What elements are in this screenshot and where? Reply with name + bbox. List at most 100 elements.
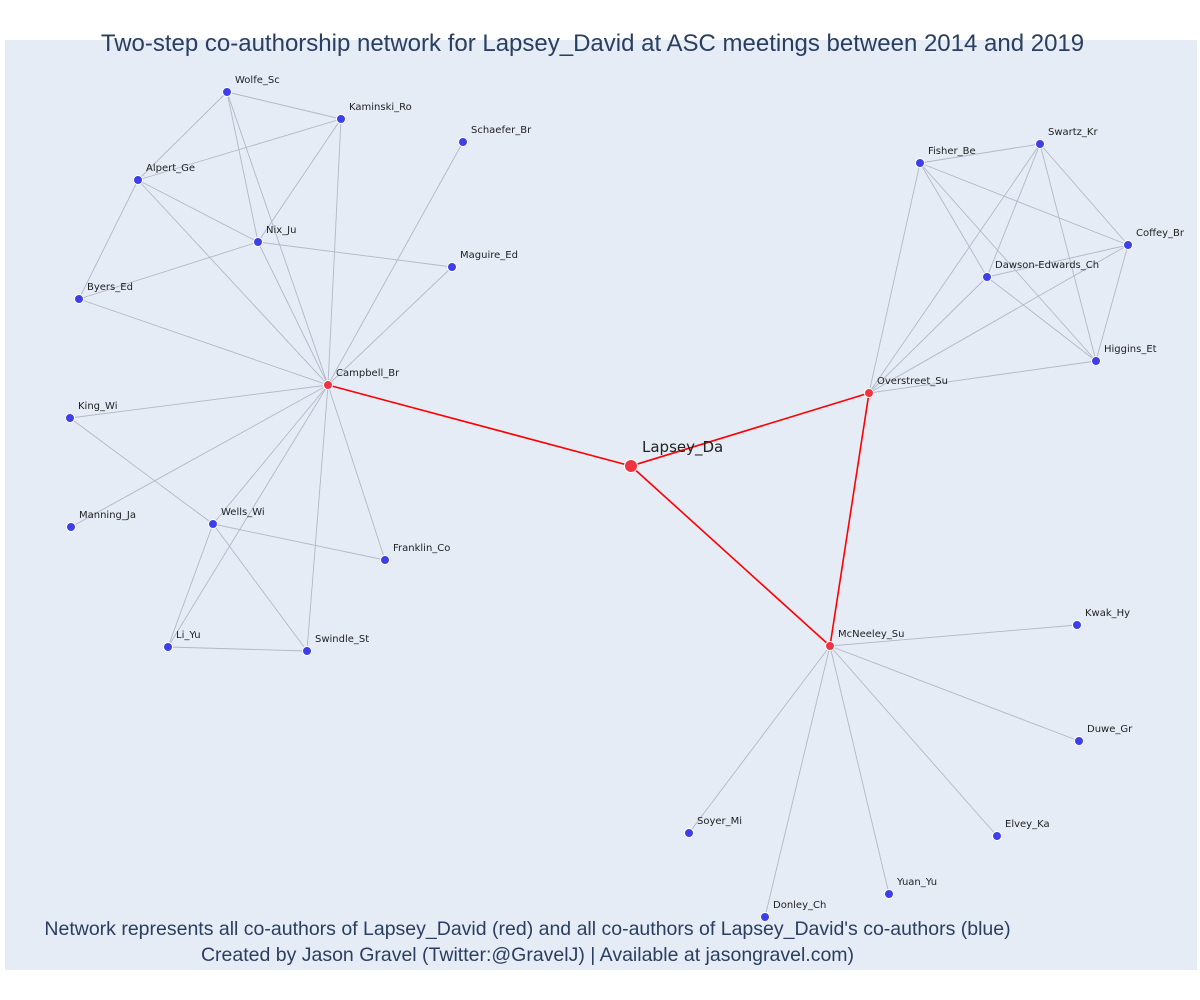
node-label-Manning_Ja: Manning_Ja [79,510,136,521]
node-Elvey_Ka[interactable] [992,831,1002,841]
node-label-Higgins_Et: Higgins_Et [1104,344,1157,355]
edge-Lapsey_Da-McNeeley_Su [630,465,831,647]
edge-Fisher_Be-Higgins_Et [919,162,1097,362]
edge-Dawson-Edwards_Ch-Higgins_Et [986,276,1097,362]
node-label-Kwak_Hy: Kwak_Hy [1085,608,1130,619]
node-label-King_Wi: King_Wi [78,401,117,412]
nodes-layer [65,87,1133,922]
edge-Coffey_Br-Dawson-Edwards_Ch [986,244,1129,278]
node-label-Wells_Wi: Wells_Wi [221,507,265,518]
edge-Swartz_Kr-Coffey_Br [1039,143,1129,246]
edge-Wells_Wi-Li_Yu [167,523,214,648]
node-Soyer_Mi[interactable] [684,828,694,838]
node-label-Fisher_Be: Fisher_Be [928,146,976,157]
node-label-Dawson-Edwards_Ch: Dawson-Edwards_Ch [995,260,1099,271]
node-label-Kaminski_Ro: Kaminski_Ro [349,102,412,113]
labels-layer: Lapsey_Da Campbell_Br Overstreet_Su McNeele… [78,75,1185,911]
node-Dawson-Edwards_Ch[interactable] [982,272,992,282]
node-label-Wolfe_Sc: Wolfe_Sc [235,75,280,86]
edge-McNeeley_Su-Donley_Ch [764,645,831,918]
edge-Byers_Ed-Campbell_Br [78,298,329,386]
node-Lapsey_Da[interactable] [624,459,638,473]
edge-Nix_Ju-Campbell_Br [257,241,329,386]
node-label-Schaefer_Br: Schaefer_Br [471,125,532,136]
edge-Alpert_Ge-Campbell_Br [137,179,329,386]
edge-Swartz_Kr-Higgins_Et [1039,143,1097,362]
node-Alpert_Ge[interactable] [133,175,143,185]
edge-Li_Yu-Swindle_St [167,646,308,652]
node-Byers_Ed[interactable] [74,294,84,304]
node-label-Overstreet_Su: Overstreet_Su [877,376,948,387]
node-Donley_Ch[interactable] [760,912,770,922]
node-McNeeley_Su[interactable] [825,641,835,651]
edge-Wolfe_Sc-Campbell_Br [226,91,329,386]
node-label-Li_Yu: Li_Yu [176,630,201,641]
node-Wells_Wi[interactable] [208,519,218,529]
node-Maguire_Ed[interactable] [447,262,457,272]
node-label-Swartz_Kr: Swartz_Kr [1048,127,1098,138]
edge-Kaminski_Ro-Nix_Ju [257,118,342,243]
edge-Fisher_Be-Overstreet_Su [868,162,921,394]
edge-Li_Yu-Campbell_Br [167,384,329,648]
node-label-Alpert_Ge: Alpert_Ge [146,163,195,174]
node-Yuan_Yu[interactable] [884,889,894,899]
node-Kwak_Hy[interactable] [1072,620,1082,630]
node-label-Franklin_Co: Franklin_Co [393,543,450,554]
node-Kaminski_Ro[interactable] [336,114,346,124]
node-label-Soyer_Mi: Soyer_Mi [697,816,742,827]
edge-Maguire_Ed-Campbell_Br [327,266,453,386]
node-Higgins_Et[interactable] [1091,356,1101,366]
node-Duwe_Gr[interactable] [1074,736,1084,746]
edge-Nix_Ju-Byers_Ed [78,241,259,300]
edge-Alpert_Ge-Nix_Ju [137,179,259,243]
plot-background [5,40,1197,970]
node-Nix_Ju[interactable] [253,237,263,247]
edge-King_Wi-Campbell_Br [69,384,329,419]
node-label-McNeeley_Su: McNeeley_Su [838,629,904,640]
node-Overstreet_Su[interactable] [864,388,874,398]
edge-Wells_Wi-Franklin_Co [212,523,386,561]
node-Franklin_Co[interactable] [380,555,390,565]
node-Coffey_Br[interactable] [1123,240,1133,250]
node-label-Lapsey_Da: Lapsey_Da [642,438,723,457]
edge-Coffey_Br-Higgins_Et [1095,244,1129,362]
edge-Kaminski_Ro-Alpert_Ge [137,118,342,181]
edge-Manning_Ja-Campbell_Br [70,384,329,528]
node-Schaefer_Br[interactable] [458,137,468,147]
node-Swartz_Kr[interactable] [1035,139,1045,149]
node-Manning_Ja[interactable] [66,522,76,532]
node-label-Byers_Ed: Byers_Ed [87,282,133,293]
edge-Wolfe_Sc-Kaminski_Ro [226,91,342,120]
node-Campbell_Br[interactable] [323,380,333,390]
node-Wolfe_Sc[interactable] [222,87,232,97]
edge-Lapsey_Da-Campbell_Br [327,384,632,467]
edge-McNeeley_Su-Yuan_Yu [829,645,890,895]
edge-McNeeley_Su-Duwe_Gr [829,645,1080,742]
edge-Swartz_Kr-Dawson-Edwards_Ch [986,143,1041,278]
edge-Dawson-Edwards_Ch-Overstreet_Su [868,276,988,394]
edge-King_Wi-Wells_Wi [69,417,214,525]
edge-Swindle_St-Campbell_Br [306,384,329,652]
node-label-Swindle_St: Swindle_St [315,634,369,645]
edge-Fisher_Be-Swartz_Kr [919,143,1041,164]
edge-Fisher_Be-Coffey_Br [919,162,1129,246]
node-Fisher_Be[interactable] [915,158,925,168]
footer-line-1: Network represents all co-authors of Lap… [44,918,1011,940]
edge-Wells_Wi-Swindle_St [212,523,308,652]
node-Swindle_St[interactable] [302,646,312,656]
node-label-Maguire_Ed: Maguire_Ed [460,250,518,261]
node-King_Wi[interactable] [65,413,75,423]
edge-Franklin_Co-Campbell_Br [327,384,386,561]
edge-Alpert_Ge-Byers_Ed [78,179,139,300]
edge-Fisher_Be-Dawson-Edwards_Ch [919,162,988,278]
edge-Lapsey_Da-Overstreet_Su [630,392,870,467]
edge-McNeeley_Su-Soyer_Mi [688,645,831,834]
node-label-Duwe_Gr: Duwe_Gr [1087,724,1133,735]
edge-Nix_Ju-Maguire_Ed [257,241,453,268]
edge-Schaefer_Br-Campbell_Br [327,141,464,386]
node-label-Yuan_Yu: Yuan_Yu [896,877,937,888]
node-label-Coffey_Br: Coffey_Br [1136,228,1185,239]
edge-Coffey_Br-Overstreet_Su [868,244,1129,394]
node-Li_Yu[interactable] [163,642,173,652]
